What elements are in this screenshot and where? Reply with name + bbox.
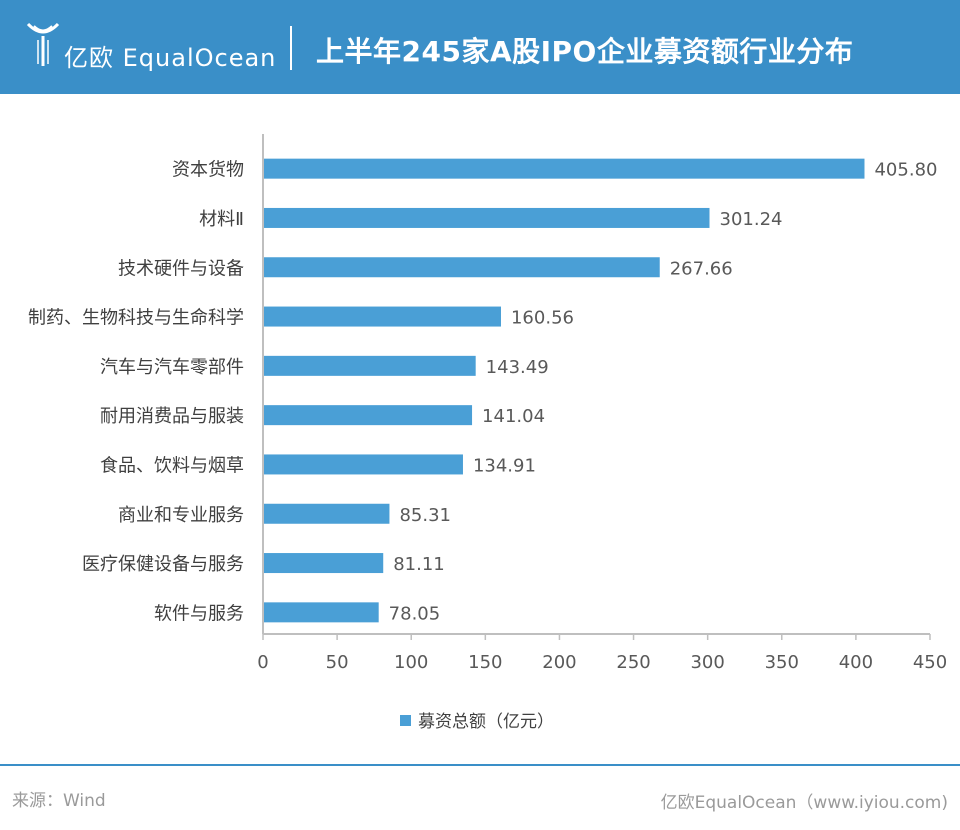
logo-text: 亿欧 EqualOcean	[64, 44, 277, 72]
category-label: 资本货物	[172, 160, 244, 181]
data-label: 143.49	[486, 357, 549, 378]
data-label: 141.04	[482, 406, 545, 427]
x-tick-label: 250	[616, 652, 650, 673]
category-label: 商业和专业服务	[118, 505, 244, 526]
x-tick-label: 50	[326, 652, 349, 673]
category-label: 食品、饮料与烟草	[100, 455, 244, 476]
bar	[263, 355, 476, 376]
chart-title: 上半年245家A股IPO企业募资额行业分布	[316, 35, 854, 68]
equalocean-logo-icon	[26, 22, 60, 66]
footer-divider	[0, 764, 960, 766]
category-label: 技术硬件与设备	[118, 258, 244, 279]
category-label: 汽车与汽车零部件	[100, 357, 244, 378]
bar	[263, 158, 865, 179]
data-label: 301.24	[720, 209, 783, 230]
header-divider	[290, 26, 292, 70]
category-label: 制药、生物科技与生命科学	[28, 308, 244, 329]
data-label: 134.91	[473, 455, 536, 476]
legend-label: 募资总额（亿元）	[418, 712, 554, 732]
bar	[263, 306, 501, 327]
bar	[263, 207, 710, 228]
bar	[263, 553, 384, 574]
category-label: 耐用消费品与服装	[100, 406, 244, 427]
x-tick-label: 0	[257, 652, 268, 673]
source-note: 来源：Wind	[12, 791, 106, 811]
legend-swatch	[400, 715, 411, 726]
x-tick-label: 450	[913, 652, 947, 673]
data-label: 78.05	[389, 603, 441, 624]
bar	[263, 257, 660, 278]
data-label: 85.31	[399, 505, 451, 526]
x-tick-label: 400	[839, 652, 873, 673]
bar	[263, 454, 463, 475]
x-tick-label: 150	[468, 652, 502, 673]
bar	[263, 602, 379, 623]
x-tick-label: 300	[690, 652, 724, 673]
category-label: 软件与服务	[154, 603, 244, 624]
bar	[263, 405, 473, 426]
category-label: 材料Ⅱ	[199, 209, 244, 230]
data-label: 267.66	[670, 258, 733, 279]
bar-chart: 资本货物 405.80 材料Ⅱ 301.24 技术硬件与设备 267.66 制药、生物科技与…	[28, 134, 947, 732]
x-tick-label: 350	[765, 652, 799, 673]
bar	[263, 503, 390, 524]
credit-note: 亿欧EqualOcean（www.iyiou.com)	[660, 793, 948, 813]
x-tick-label: 100	[394, 652, 428, 673]
category-label: 医疗保健设备与服务	[82, 554, 244, 575]
data-label: 405.80	[874, 160, 937, 181]
header-banner: 亿欧 EqualOcean 上半年245家A股IPO企业募资额行业分布	[0, 0, 960, 94]
data-label: 160.56	[511, 308, 574, 329]
data-label: 81.11	[393, 554, 445, 575]
x-tick-label: 200	[542, 652, 576, 673]
